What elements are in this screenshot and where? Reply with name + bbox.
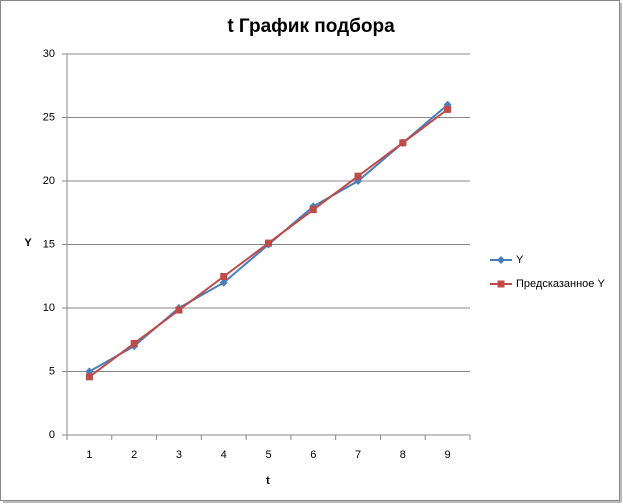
- y-tick-label: 20: [43, 175, 55, 187]
- legend-marker: [497, 280, 505, 288]
- y-tick-label: 25: [43, 111, 55, 123]
- x-tick-label: 5: [265, 449, 271, 461]
- point: [85, 373, 93, 381]
- y-tick-label: 0: [49, 429, 55, 441]
- legend-label: Предсказанное Y: [516, 278, 605, 290]
- x-tick-label: 6: [310, 449, 316, 461]
- point: [354, 172, 362, 180]
- y-axis-title: Y: [24, 237, 32, 249]
- x-tick-label: 8: [400, 449, 406, 461]
- x-tick-label: 1: [86, 449, 92, 461]
- x-tick-label: 2: [131, 449, 137, 461]
- point: [130, 339, 138, 347]
- y-tick-label: 10: [43, 302, 55, 314]
- x-tick-label: 7: [355, 449, 361, 461]
- point: [175, 306, 183, 314]
- x-tick-label: 4: [221, 449, 227, 461]
- x-tick-label: 9: [445, 449, 451, 461]
- point: [220, 273, 228, 281]
- point: [444, 105, 452, 113]
- point: [265, 239, 272, 247]
- legend-label: Y: [516, 254, 524, 266]
- legend-marker: [497, 256, 505, 264]
- y-tick-label: 5: [49, 365, 55, 377]
- x-axis-title: t: [266, 475, 270, 487]
- point: [309, 206, 317, 214]
- y-tick-label: 15: [43, 238, 55, 250]
- point: [399, 139, 407, 147]
- y-tick-label: 30: [43, 48, 55, 60]
- chart-title: t График подбора: [227, 16, 395, 37]
- x-tick-label: 3: [176, 449, 182, 461]
- point: [219, 278, 228, 287]
